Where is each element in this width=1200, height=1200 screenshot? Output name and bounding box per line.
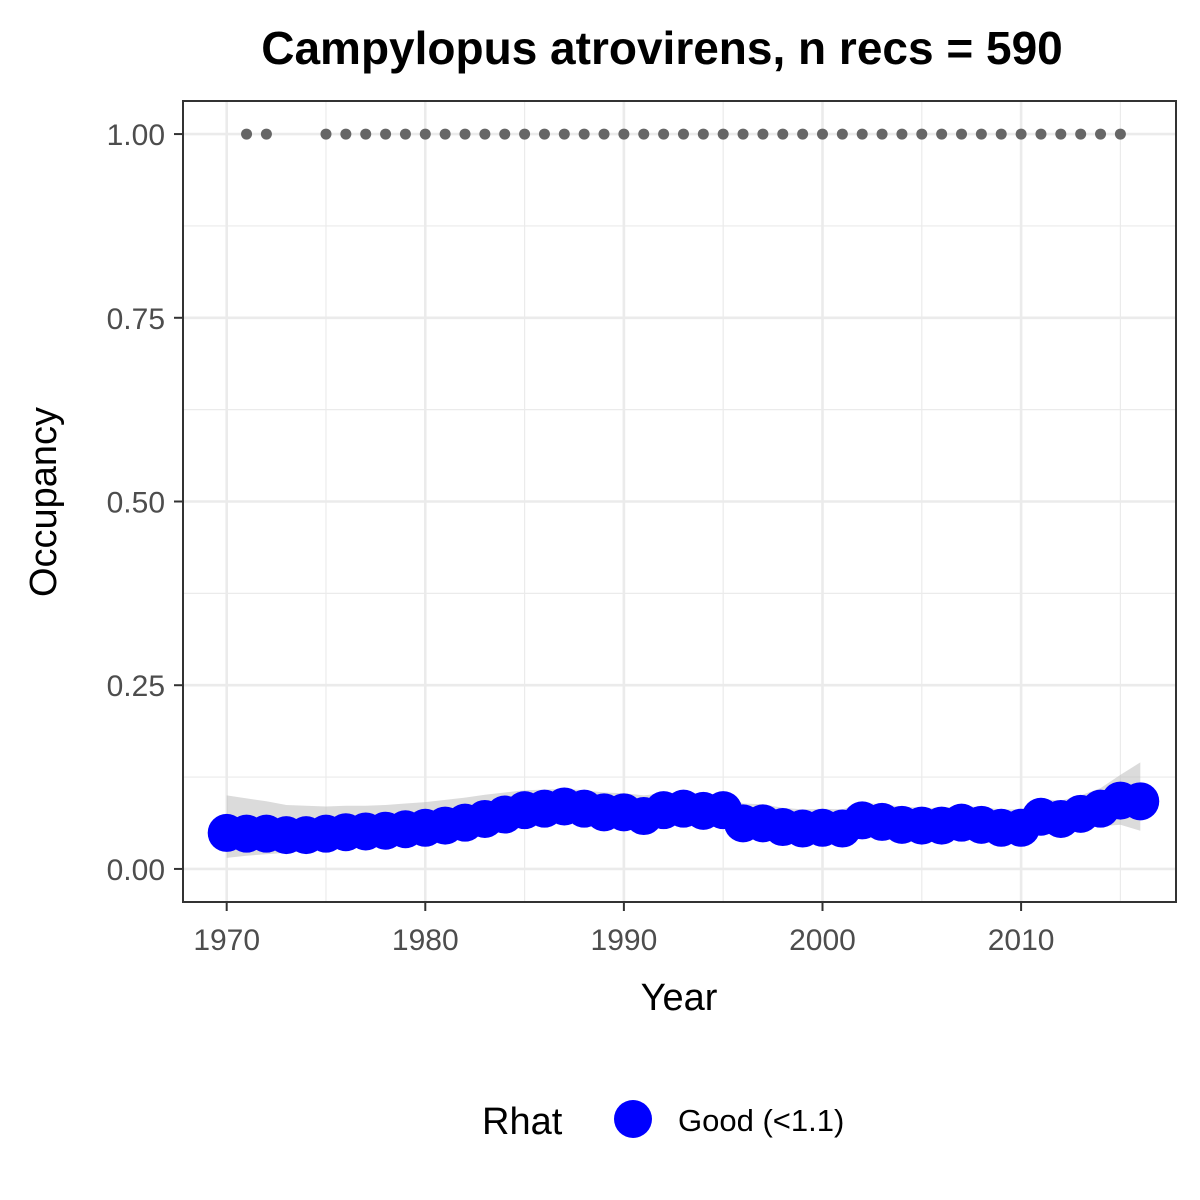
detection-point — [737, 128, 749, 140]
detection-point — [876, 128, 888, 140]
x-axis-title: Year — [641, 977, 718, 1019]
detection-point — [638, 128, 650, 140]
detection-point — [717, 128, 729, 140]
detection-point — [697, 128, 709, 140]
x-tick-label: 2010 — [988, 924, 1055, 957]
y-axis: 0.00 0.25 0.50 0.75 1.00 — [107, 119, 183, 887]
detection-point — [1055, 128, 1067, 140]
detection-point — [459, 128, 471, 140]
y-tick-label: 0.75 — [107, 303, 165, 336]
detection-point — [479, 128, 491, 140]
detection-point — [797, 128, 809, 140]
detection-point — [777, 128, 789, 140]
y-tick-label: 0.00 — [107, 854, 165, 887]
detection-point — [995, 128, 1007, 140]
detection-point — [360, 128, 372, 140]
occupancy-point — [1121, 782, 1160, 821]
x-tick-label: 1990 — [591, 924, 658, 957]
y-tick-label: 0.25 — [107, 670, 165, 703]
legend-title: Rhat — [482, 1101, 563, 1143]
legend: Rhat Good (<1.1) — [482, 1100, 844, 1143]
detection-point — [896, 128, 908, 140]
detection-point — [578, 128, 590, 140]
detection-point — [956, 128, 968, 140]
detection-points — [241, 128, 1126, 140]
x-tick-label: 1980 — [392, 924, 459, 957]
detection-point — [658, 128, 670, 140]
x-tick-label: 2000 — [789, 924, 856, 957]
chart-title: Campylopus atrovirens, n recs = 590 — [261, 22, 1063, 74]
detection-point — [1095, 128, 1107, 140]
detection-point — [598, 128, 610, 140]
detection-point — [936, 128, 948, 140]
x-axis: 1970 1980 1990 2000 2010 — [193, 902, 1054, 957]
detection-point — [1035, 128, 1047, 140]
detection-point — [677, 128, 689, 140]
detection-point — [260, 128, 272, 140]
detection-point — [558, 128, 570, 140]
detection-point — [618, 128, 630, 140]
detection-point — [975, 128, 987, 140]
grid-major — [183, 101, 1176, 902]
detection-point — [320, 128, 332, 140]
detection-point — [340, 128, 352, 140]
x-tick-label: 1970 — [193, 924, 260, 957]
detection-point — [439, 128, 451, 140]
occupancy-points — [207, 781, 1160, 855]
detection-point — [816, 128, 828, 140]
detection-point — [1114, 128, 1126, 140]
legend-key-good — [614, 1100, 652, 1138]
y-axis-title: Occupancy — [23, 407, 65, 597]
y-tick-label: 1.00 — [107, 119, 165, 152]
detection-point — [519, 128, 531, 140]
legend-label-good: Good (<1.1) — [678, 1103, 844, 1138]
detection-point — [538, 128, 550, 140]
detection-point — [916, 128, 928, 140]
y-tick-label: 0.50 — [107, 487, 165, 520]
detection-point — [419, 128, 431, 140]
detection-point — [836, 128, 848, 140]
detection-point — [856, 128, 868, 140]
detection-point — [1015, 128, 1027, 140]
detection-point — [241, 128, 253, 140]
detection-point — [399, 128, 411, 140]
detection-point — [499, 128, 511, 140]
detection-point — [380, 128, 392, 140]
detection-point — [1075, 128, 1087, 140]
detection-point — [757, 128, 769, 140]
